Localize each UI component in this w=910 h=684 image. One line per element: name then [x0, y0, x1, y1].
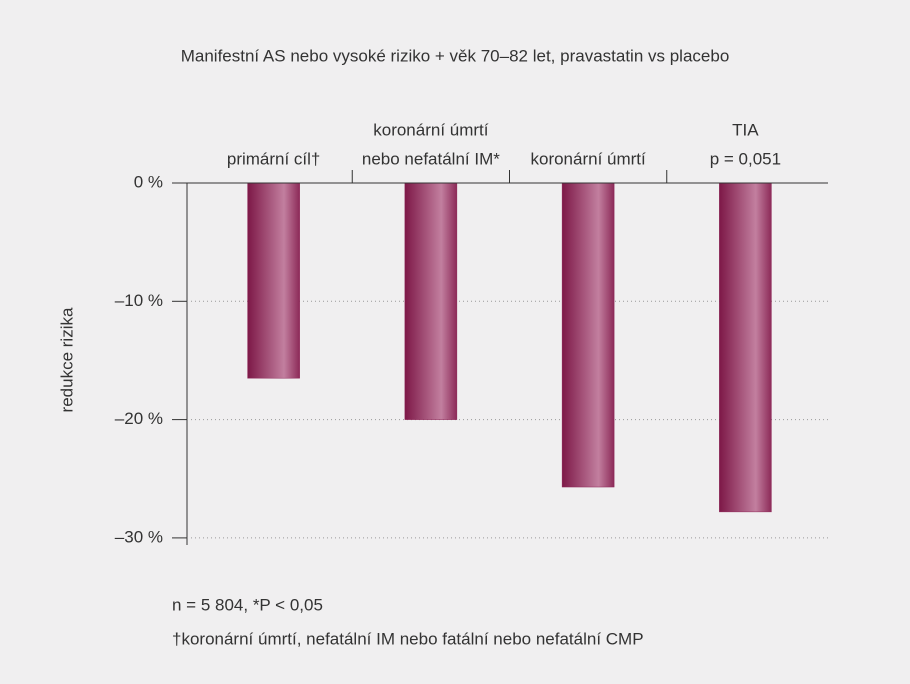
y-axis-label: redukce rizika	[57, 307, 76, 412]
x-tick-label: TIA	[732, 120, 759, 139]
x-tick-label: koronární úmrtí	[530, 149, 646, 168]
bar	[404, 182, 458, 420]
y-tick-label: –10 %	[115, 291, 163, 310]
note: n = 5 804, *P < 0,05	[172, 595, 323, 614]
y-tick-label: –20 %	[115, 409, 163, 428]
note: †koronární úmrtí, nefatální IM nebo fatá…	[172, 629, 644, 648]
bar	[247, 182, 300, 379]
y-tick-label: –30 %	[115, 527, 163, 546]
x-tick-label: p = 0,051	[710, 149, 781, 168]
x-tick-label: nebo nefatální IM*	[362, 149, 500, 168]
bar	[561, 182, 615, 488]
y-tick-label: 0 %	[134, 172, 163, 191]
x-tick-label: koronární úmrtí	[373, 120, 489, 139]
bar	[719, 182, 772, 513]
chart-title: Manifestní AS nebo vysoké riziko + věk 7…	[181, 46, 730, 65]
x-tick-label: primární cíl†	[227, 149, 321, 168]
